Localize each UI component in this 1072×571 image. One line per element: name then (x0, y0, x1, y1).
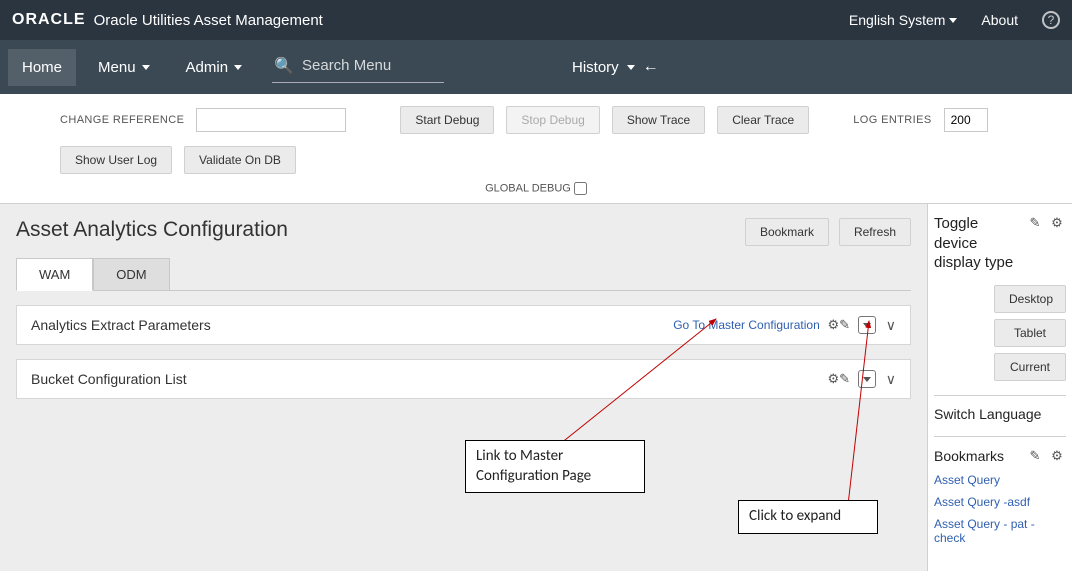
panel-analytics-extract: Analytics Extract Parameters Go To Maste… (16, 305, 911, 345)
chevron-down-icon (234, 65, 242, 70)
desktop-button[interactable]: Desktop (994, 285, 1066, 313)
stop-debug-button: Stop Debug (506, 106, 599, 134)
toggle-device-title: Toggle device display type (934, 214, 1022, 273)
current-button[interactable]: Current (994, 353, 1066, 381)
clear-trace-button[interactable]: Clear Trace (717, 106, 809, 134)
global-debug-label: GLOBAL DEBUG (485, 182, 571, 194)
search-menu[interactable]: 🔍 (272, 52, 444, 83)
bookmarks-section: Bookmarks ✎ ⚙ Asset Query Asset Query -a… (934, 436, 1066, 545)
edit-icon[interactable]: ✎ (1026, 214, 1044, 232)
expand-icon[interactable]: ∨ (886, 371, 896, 388)
tabs: WAM ODM (16, 258, 911, 291)
show-user-log-button[interactable]: Show User Log (60, 146, 172, 174)
show-trace-button[interactable]: Show Trace (612, 106, 705, 134)
dropdown-icon[interactable] (858, 316, 876, 334)
switch-language-section: Switch Language (934, 395, 1066, 422)
change-reference-input[interactable] (196, 108, 346, 132)
nav-admin[interactable]: Admin (172, 49, 257, 86)
nav-history[interactable]: History ← (572, 58, 659, 76)
bookmarks-title: Bookmarks (934, 448, 1004, 464)
nav-admin-label: Admin (186, 59, 229, 76)
edit-icon[interactable]: ✎ (1026, 447, 1044, 465)
chevron-down-icon (142, 65, 150, 70)
brand: ORACLE Oracle Utilities Asset Management (12, 11, 323, 29)
global-debug-checkbox[interactable] (574, 182, 587, 195)
annotation-master-link: Link to Master Configuration Page (465, 440, 645, 493)
oracle-logo: ORACLE (12, 11, 86, 29)
main-area: Asset Analytics Configuration Bookmark R… (0, 203, 1072, 571)
nav-bar: Home Menu Admin 🔍 History ← (0, 40, 1072, 94)
nav-menu-label: Menu (98, 59, 136, 76)
about-link[interactable]: About (981, 12, 1018, 28)
bookmark-link[interactable]: Asset Query -asdf (934, 495, 1066, 509)
nav-history-label: History (572, 59, 619, 76)
tools-icon[interactable]: ⚙ (1048, 214, 1066, 232)
app-header: ORACLE Oracle Utilities Asset Management… (0, 0, 1072, 40)
chevron-down-icon (949, 18, 957, 23)
language-selector[interactable]: English System (849, 12, 957, 28)
nav-menu[interactable]: Menu (84, 49, 164, 86)
about-label: About (981, 12, 1018, 28)
search-icon: 🔍 (274, 56, 294, 76)
nav-home[interactable]: Home (8, 49, 76, 86)
validate-on-db-button[interactable]: Validate On DB (184, 146, 296, 174)
change-reference-label: CHANGE REFERENCE (60, 114, 184, 126)
tools-icon[interactable]: ⚙✎ (830, 370, 848, 388)
tools-icon[interactable]: ⚙✎ (830, 316, 848, 334)
panel-bucket-config: Bucket Configuration List ⚙✎ ∨ (16, 359, 911, 399)
refresh-button[interactable]: Refresh (839, 218, 911, 246)
header-right: English System About ? (849, 11, 1060, 29)
bookmark-link[interactable]: Asset Query - pat - check (934, 517, 1066, 545)
dropdown-icon[interactable] (858, 370, 876, 388)
bookmark-link[interactable]: Asset Query (934, 473, 1066, 487)
tab-wam[interactable]: WAM (16, 258, 93, 291)
expand-icon[interactable]: ∨ (886, 317, 896, 334)
tools-icon[interactable]: ⚙ (1048, 447, 1066, 465)
nav-home-label: Home (22, 59, 62, 76)
tab-odm[interactable]: ODM (93, 258, 169, 290)
tablet-button[interactable]: Tablet (994, 319, 1066, 347)
log-entries-label: LOG ENTRIES (853, 114, 931, 126)
right-sidebar: Toggle device display type ✎ ⚙ Desktop T… (927, 204, 1072, 571)
switch-language-title[interactable]: Switch Language (934, 406, 1066, 422)
bookmark-button[interactable]: Bookmark (745, 218, 829, 246)
master-config-link[interactable]: Go To Master Configuration (673, 318, 820, 332)
panel-title: Analytics Extract Parameters (31, 317, 211, 333)
app-title: Oracle Utilities Asset Management (94, 12, 323, 29)
back-arrow-icon[interactable]: ← (643, 58, 659, 76)
help-icon[interactable]: ? (1042, 11, 1060, 29)
page-title: Asset Analytics Configuration (16, 218, 288, 242)
language-label: English System (849, 12, 945, 28)
panel-title: Bucket Configuration List (31, 371, 187, 387)
search-input[interactable] (302, 57, 442, 74)
chevron-down-icon (627, 65, 635, 70)
annotation-expand: Click to expand (738, 500, 878, 534)
debug-toolbar: CHANGE REFERENCE Start Debug Stop Debug … (0, 94, 1072, 203)
start-debug-button[interactable]: Start Debug (400, 106, 494, 134)
log-entries-input[interactable] (944, 108, 988, 132)
